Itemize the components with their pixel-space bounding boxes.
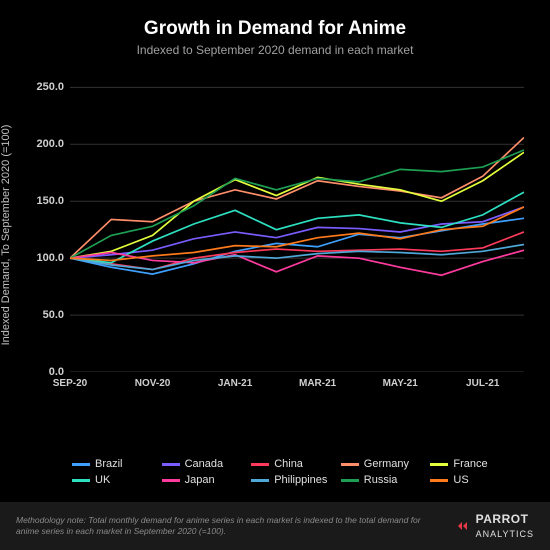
x-tick: JUL-21 (466, 378, 499, 389)
legend-swatch (72, 479, 90, 482)
legend-label: China (274, 458, 303, 470)
legend-swatch (162, 463, 180, 466)
chart-title: Growth in Demand for Anime (20, 18, 530, 40)
legend-label: Japan (185, 474, 215, 486)
parrot-icon (457, 519, 471, 533)
x-tick: JAN-21 (218, 378, 252, 389)
logo-text-bold: PARROT (476, 512, 529, 526)
legend-label: France (453, 458, 487, 470)
y-tick: 0.0 (49, 366, 64, 378)
x-tick: MAY-21 (383, 378, 418, 389)
legend-swatch (341, 479, 359, 482)
x-tick: MAR-21 (299, 378, 336, 389)
legend: Brazil Canada China Germany France UK Japan Phi… (72, 458, 520, 486)
footer: Methodology note: Total monthly demand f… (0, 502, 550, 550)
legend-item-canada: Canada (162, 458, 252, 470)
legend-item-us: US (430, 474, 520, 486)
legend-swatch (251, 463, 269, 466)
y-tick: 200.0 (36, 138, 64, 150)
legend-label: Brazil (95, 458, 123, 470)
legend-label: Russia (364, 474, 398, 486)
legend-item-germany: Germany (341, 458, 431, 470)
x-tick: SEP-20 (53, 378, 87, 389)
legend-item-philippines: Philippines (251, 474, 341, 486)
series-brazil (70, 218, 524, 274)
y-tick: 150.0 (36, 195, 64, 207)
legend-item-russia: Russia (341, 474, 431, 486)
y-tick: 100.0 (36, 252, 64, 264)
legend-label: Germany (364, 458, 409, 470)
legend-swatch (430, 479, 448, 482)
brand-logo: PARROT ANALYTICS (457, 512, 534, 540)
legend-swatch (430, 463, 448, 466)
legend-item-china: China (251, 458, 341, 470)
logo-text-thin: ANALYTICS (476, 529, 534, 539)
chart-header: Growth in Demand for Anime Indexed to Se… (0, 0, 550, 61)
legend-label: UK (95, 474, 110, 486)
chart-svg (70, 76, 524, 372)
y-axis-label: Indexed Demand, To September 2020 (=100) (0, 125, 12, 346)
legend-swatch (162, 479, 180, 482)
legend-item-japan: Japan (162, 474, 252, 486)
legend-item-france: France (430, 458, 520, 470)
legend-swatch (72, 463, 90, 466)
chart-subtitle: Indexed to September 2020 demand in each… (20, 43, 530, 57)
chart-area: Indexed Demand, To September 2020 (=100)… (12, 70, 530, 400)
x-tick: NOV-20 (135, 378, 171, 389)
legend-item-brazil: Brazil (72, 458, 162, 470)
legend-label: Philippines (274, 474, 327, 486)
plot-region: 0.050.0100.0150.0200.0250.0SEP-20NOV-20J… (70, 76, 524, 372)
legend-item-uk: UK (72, 474, 162, 486)
y-tick: 50.0 (43, 309, 64, 321)
y-tick: 250.0 (36, 81, 64, 93)
methodology-note: Methodology note: Total monthly demand f… (16, 515, 457, 537)
legend-swatch (341, 463, 359, 466)
legend-swatch (251, 479, 269, 482)
legend-label: US (453, 474, 468, 486)
legend-label: Canada (185, 458, 224, 470)
